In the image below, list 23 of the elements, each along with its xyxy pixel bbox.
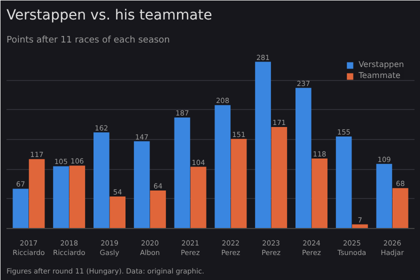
chart-subtitle: Points after 11 races of each season: [6, 36, 170, 46]
bar: [230, 138, 247, 228]
legend-label: Teammate: [358, 71, 400, 80]
bar: [190, 166, 206, 228]
legend-label: Verstappen: [358, 60, 404, 69]
bar: [150, 190, 166, 228]
bar: [214, 105, 231, 228]
chart-title: Verstappen vs. his teammate: [6, 8, 212, 24]
bar: [69, 166, 86, 228]
bar: [392, 188, 408, 228]
bar: [376, 164, 392, 228]
bar: [94, 132, 110, 228]
bar: [174, 118, 190, 228]
bar: [336, 136, 352, 228]
bar: [12, 188, 29, 228]
bar: [255, 62, 271, 228]
bar: [134, 141, 150, 228]
bar: [28, 159, 45, 228]
bar: [271, 127, 288, 228]
bar: [53, 166, 69, 228]
bar: [295, 88, 312, 228]
bar: [312, 158, 328, 228]
bar: [110, 196, 126, 228]
